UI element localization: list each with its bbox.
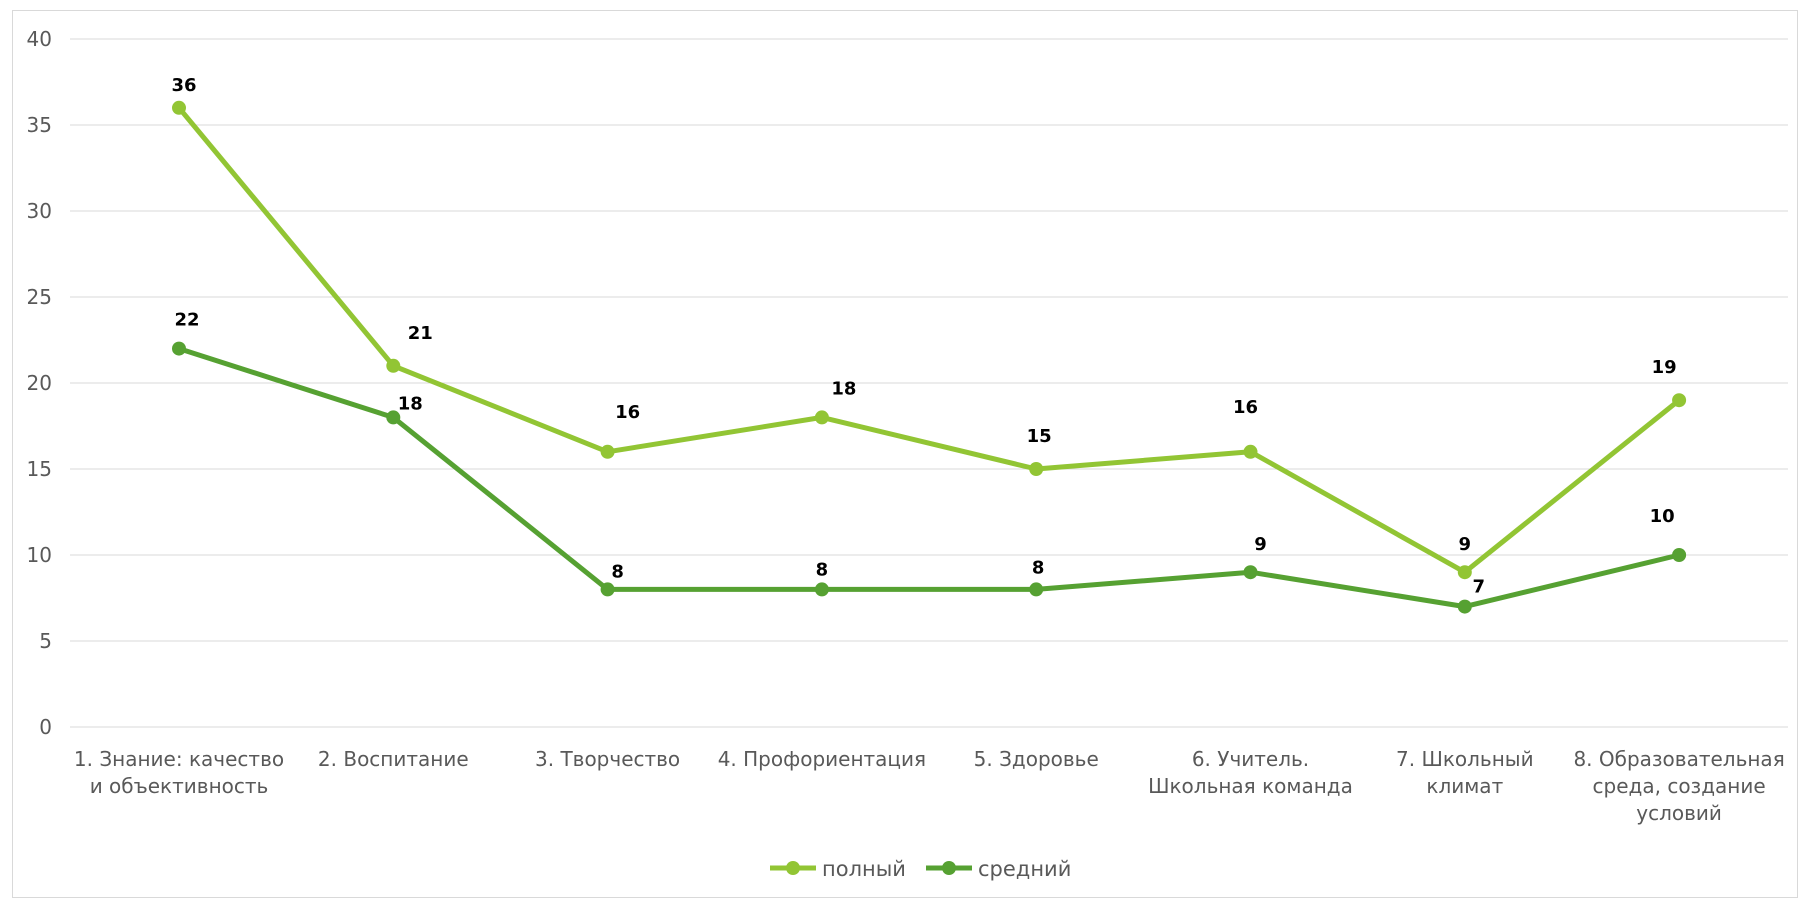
data-label: 7	[1473, 577, 1486, 598]
data-point	[600, 444, 615, 459]
x-category-label: 1. Знание: качество и объективность	[74, 747, 284, 798]
legend-item: средний	[926, 857, 1071, 881]
data-label: 8	[816, 559, 829, 580]
x-category-label: 5. Здоровье	[974, 747, 1099, 771]
data-point	[172, 100, 186, 115]
data-point	[1457, 599, 1472, 614]
legend: полный средний	[770, 857, 1071, 881]
x-category-label: 6. Учитель. Школьная команда	[1148, 747, 1353, 798]
data-point	[1029, 462, 1044, 476]
data-label: 15	[1027, 426, 1052, 447]
data-label: 8	[1032, 557, 1045, 578]
data-label: 21	[408, 323, 433, 344]
x-category-label: 2. Воспитание	[318, 747, 469, 771]
data-label: 10	[1650, 506, 1675, 527]
x-category-label: 8. Образовательная среда, создание условий	[1573, 747, 1784, 825]
legend-marker	[942, 861, 956, 875]
legend-label: полный	[822, 857, 906, 881]
data-label: 22	[174, 310, 199, 331]
series-line-1	[176, 105, 1682, 575]
legend-label: средний	[978, 857, 1071, 881]
data-point	[814, 410, 829, 425]
x-category-label: 4. Профориентация	[718, 747, 926, 771]
gridlines	[70, 38, 1788, 728]
data-point	[172, 341, 186, 356]
data-label: 19	[1652, 357, 1677, 378]
data-label: 18	[398, 393, 423, 414]
data-label: 9	[1254, 534, 1267, 555]
x-axis-categories: 1. Знание: качество и объективность 2. Вос…	[74, 747, 1785, 825]
y-axis-ticks: 0 5 10 15 20 25 30 35 40	[27, 27, 52, 739]
data-point	[600, 582, 615, 597]
data-point	[1672, 548, 1687, 562]
y-tick-label: 20	[27, 371, 52, 395]
legend-item: полный	[770, 857, 906, 881]
y-tick-label: 35	[27, 113, 52, 137]
chart-frame	[12, 10, 1798, 898]
data-label: 18	[831, 378, 856, 399]
data-label: 36	[171, 75, 196, 96]
data-label: 8	[611, 561, 624, 582]
y-tick-label: 0	[39, 715, 52, 739]
data-point	[814, 582, 829, 597]
y-tick-label: 30	[27, 199, 52, 223]
legend-marker	[786, 861, 800, 875]
y-tick-label: 10	[27, 543, 52, 567]
data-label: 9	[1459, 534, 1472, 555]
data-label: 16	[1233, 397, 1258, 418]
data-point	[1457, 565, 1472, 580]
y-tick-label: 15	[27, 457, 52, 481]
y-tick-label: 5	[39, 629, 52, 653]
x-category-label: 3. Творчество	[535, 747, 680, 771]
x-category-label: 7. Школьный климат	[1396, 747, 1534, 798]
y-tick-label: 40	[27, 27, 52, 51]
data-label: 16	[615, 402, 640, 423]
data-point	[1029, 582, 1044, 597]
series-lines	[172, 100, 1687, 614]
data-point	[1243, 444, 1258, 459]
data-point	[1243, 565, 1258, 580]
data-point	[386, 358, 401, 373]
data-point	[1672, 393, 1687, 408]
data-labels: 36 21 16 18 15 16 9 19 22 18 8 8 8 9 7 10	[171, 75, 1676, 598]
y-tick-label: 25	[27, 285, 52, 309]
data-point	[386, 410, 401, 425]
series-line-2	[176, 346, 1682, 610]
